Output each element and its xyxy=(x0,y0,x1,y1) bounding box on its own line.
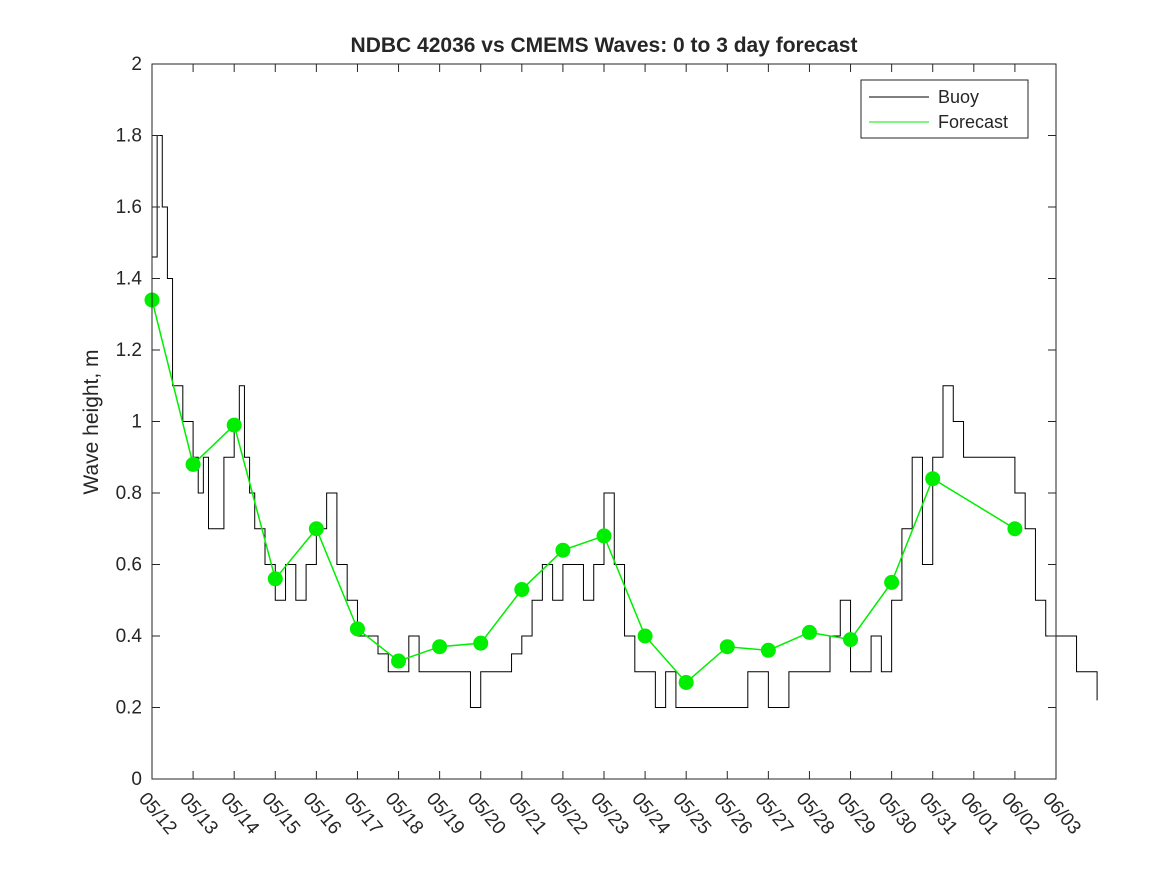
forecast-point xyxy=(226,417,242,433)
forecast-point xyxy=(514,582,530,598)
y-tick-label: 0.4 xyxy=(116,626,143,647)
legend-box xyxy=(860,79,1029,139)
forecast-point xyxy=(760,642,776,658)
forecast-point xyxy=(473,635,489,651)
forecast-point xyxy=(884,574,900,590)
y-tick-label: 1.2 xyxy=(116,340,142,361)
y-axis-label: Wave height, m xyxy=(80,349,103,494)
legend-label-buoy: Buoy xyxy=(938,87,979,107)
chart-title: NDBC 42036 vs CMEMS Waves: 0 to 3 day fo… xyxy=(351,34,858,57)
y-tick-label: 0.2 xyxy=(116,698,142,719)
legend-label-forecast: Forecast xyxy=(938,112,1008,132)
forecast-point xyxy=(925,471,941,487)
series-line-buoy xyxy=(152,135,1098,708)
forecast-point xyxy=(432,639,448,655)
forecast-point xyxy=(308,521,324,537)
legend: Buoy Forecast xyxy=(860,79,1029,139)
forecast-point xyxy=(678,674,694,690)
forecast-point xyxy=(391,653,407,669)
y-tick-label: 0.8 xyxy=(116,483,142,504)
forecast-point xyxy=(596,528,612,544)
forecast-point xyxy=(267,571,283,587)
y-tick-label: 0 xyxy=(131,769,142,790)
y-tick-label: 1 xyxy=(131,412,142,433)
forecast-point xyxy=(843,632,859,648)
y-tick-label: 1.8 xyxy=(116,126,142,147)
y-tick-label: 0.6 xyxy=(116,555,142,576)
forecast-point xyxy=(349,621,365,637)
y-tick-label: 1.6 xyxy=(116,197,142,218)
y-tick-label: 2 xyxy=(131,54,142,75)
forecast-point xyxy=(719,639,735,655)
forecast-point xyxy=(555,542,571,558)
forecast-point xyxy=(1007,521,1023,537)
forecast-point xyxy=(801,624,817,640)
forecast-point xyxy=(637,628,653,644)
y-tick-label: 1.4 xyxy=(116,269,143,290)
forecast-point xyxy=(185,456,201,472)
